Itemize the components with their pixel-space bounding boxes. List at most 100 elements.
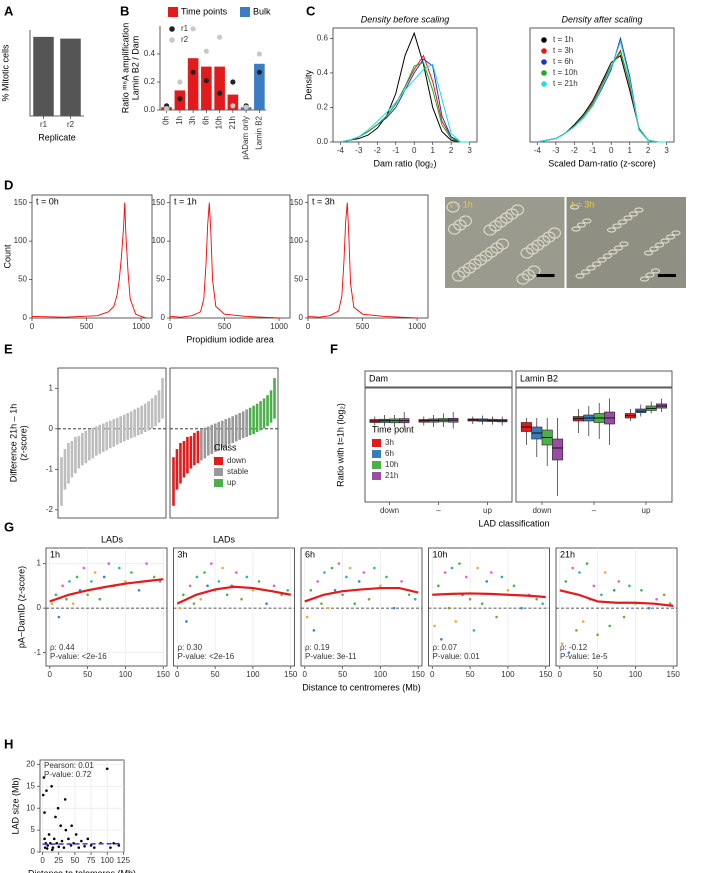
- point: [47, 833, 51, 836]
- point: [458, 562, 461, 565]
- point: [581, 620, 585, 623]
- cell: [591, 261, 602, 267]
- x-tick-label: 10h: [215, 116, 224, 129]
- point: [316, 580, 319, 583]
- point: [337, 562, 341, 565]
- legend-swatch: [372, 461, 381, 469]
- point: [447, 606, 451, 610]
- y-tick-label: 0.2: [317, 103, 329, 112]
- panel-letter: D: [4, 177, 13, 192]
- replicate-dot: [243, 104, 249, 110]
- x-tick-label: -4: [337, 146, 345, 155]
- y-tick-label: 100: [14, 236, 28, 245]
- legend-label: 6h: [385, 449, 394, 458]
- x-tick-label: 0: [48, 670, 53, 679]
- point: [50, 848, 54, 852]
- y-axis-label: (z-score): [18, 425, 28, 461]
- stat-annotation: Pearson: 0.01: [44, 761, 94, 770]
- point: [52, 837, 56, 841]
- legend-label: r2: [181, 35, 189, 44]
- point: [437, 584, 440, 588]
- point: [348, 566, 352, 570]
- cell: [606, 227, 617, 233]
- point: [67, 837, 70, 841]
- point: [62, 846, 66, 849]
- point: [433, 624, 436, 628]
- legend-label: t = 3h: [553, 46, 573, 55]
- y-tick-label: 10: [26, 803, 35, 812]
- point: [199, 597, 203, 601]
- point: [400, 580, 403, 583]
- plot-frame: [332, 27, 478, 143]
- cell: [645, 272, 655, 278]
- y-tick-label: 0: [37, 603, 42, 612]
- line: [307, 202, 418, 319]
- y-axis-label: LAD size (Mb): [10, 777, 20, 834]
- point: [55, 841, 59, 845]
- y-tick-label: 0.0: [144, 105, 156, 114]
- y-tick-label: 150: [152, 198, 166, 207]
- x-axis-label: LADs: [101, 534, 124, 544]
- point: [68, 580, 71, 583]
- replicate-dot: [217, 34, 223, 40]
- point: [312, 629, 316, 632]
- point: [57, 845, 61, 849]
- point: [668, 602, 672, 605]
- x-tick-label: 1: [430, 146, 435, 155]
- point: [71, 602, 75, 605]
- point: [80, 839, 83, 843]
- point: [489, 571, 493, 574]
- x-tick-label: 500: [218, 322, 232, 331]
- cell: [446, 201, 460, 213]
- point: [603, 571, 607, 574]
- point: [251, 589, 255, 592]
- point: [65, 597, 68, 601]
- point: [93, 571, 97, 574]
- y-axis-label: Lamin B2 / Dam: [130, 36, 140, 101]
- plot-frame: [515, 387, 673, 503]
- point: [86, 593, 89, 597]
- point: [182, 593, 185, 597]
- x-tick-label: –: [592, 506, 597, 515]
- x-tick-label: 100: [246, 670, 260, 679]
- point: [57, 615, 61, 619]
- y-tick-label: 0: [23, 313, 28, 322]
- point: [326, 606, 330, 610]
- point: [92, 846, 96, 849]
- x-tick-label: 21h: [228, 116, 237, 129]
- point: [54, 815, 57, 819]
- point: [357, 580, 361, 583]
- point: [89, 844, 93, 847]
- point: [485, 580, 489, 583]
- scale-bar: [536, 274, 555, 277]
- point: [362, 571, 366, 574]
- panel-letter: E: [4, 341, 13, 356]
- x-tick-label: 100: [119, 670, 133, 679]
- cell: [639, 276, 650, 282]
- cell: [602, 253, 613, 259]
- cell: [608, 249, 618, 255]
- replicate-dot: [256, 51, 262, 57]
- x-tick-label: -2: [571, 146, 579, 155]
- plot-frame: [169, 367, 279, 519]
- x-axis-label: Dam ratio (log₂): [373, 158, 436, 168]
- x-tick-label: -3: [355, 146, 363, 155]
- replicate-dot: [177, 96, 183, 102]
- point: [64, 828, 68, 832]
- y-tick-label: -2: [46, 505, 54, 514]
- y-tick-label: 1: [37, 559, 42, 568]
- point: [245, 575, 249, 579]
- x-tick-label: pADam only: [241, 116, 250, 160]
- x-tick-label: 100: [374, 670, 388, 679]
- x-tick-label: –: [436, 506, 441, 515]
- plot-frame: [31, 194, 153, 319]
- point: [480, 602, 484, 605]
- point: [69, 844, 73, 847]
- x-axis-label: Scaled Dam-ratio (z-score): [548, 158, 656, 168]
- plot-frame: [300, 547, 423, 667]
- legend-label: Bulk: [253, 6, 271, 16]
- point: [585, 562, 589, 565]
- point: [234, 571, 238, 574]
- point: [617, 580, 621, 583]
